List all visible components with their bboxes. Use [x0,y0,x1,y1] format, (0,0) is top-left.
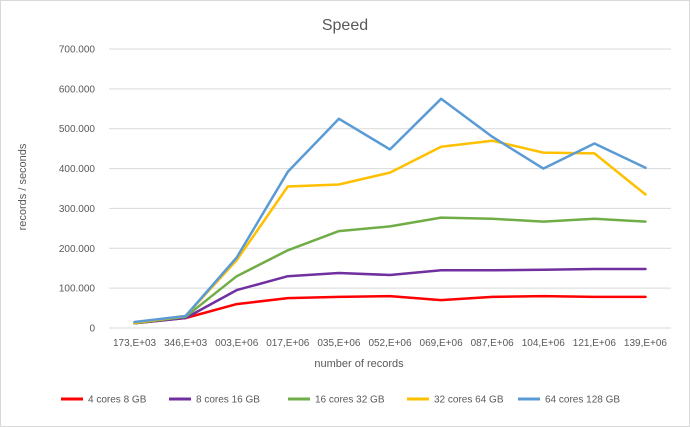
y-tick-label: 400.000 [59,164,96,175]
y-tick-label: 500.000 [59,124,96,135]
series-line-5 [133,97,647,324]
chart-title: Speed [322,17,368,34]
legend-label: 16 cores 32 GB [315,395,385,406]
y-tick-label: 600.000 [59,84,96,95]
x-tick-label: 003,E+06 [215,338,259,349]
series-line-3 [133,216,647,325]
x-tick-label: 121,E+06 [573,338,617,349]
x-tick-label: 139,E+06 [624,338,668,349]
x-tick-label: 052,E+06 [368,338,412,349]
x-tick-label: 087,E+06 [471,338,515,349]
x-tick-label: 173,E+03 [113,338,157,349]
gridlines [109,48,671,329]
y-tick-label: 300.000 [59,204,96,215]
legend-label: 32 cores 64 GB [434,395,504,406]
x-tick-label: 035,E+06 [317,338,361,349]
series-line-2 [133,267,647,325]
y-tick-label: 100.000 [59,284,96,295]
x-axis-label: number of records [314,358,404,370]
legend-label: 8 cores 16 GB [196,395,260,406]
series-lines [133,97,647,325]
y-axis-label: records / seconds [17,143,29,230]
x-tick-label: 017,E+06 [266,338,310,349]
y-tick-label: 0 [89,324,95,335]
x-tick-label: 069,E+06 [420,338,464,349]
x-axis-ticks: 173,E+03 346,E+03 003,E+06 017,E+06 035,E+06… [113,338,667,349]
y-tick-label: 200.000 [59,244,96,255]
x-tick-label: 346,E+03 [164,338,208,349]
legend: 4 cores 8 GB 8 cores 16 GB 16 cores 32 GB 3… [61,395,620,406]
y-axis-ticks: 0 100.000 200.000 300.000 400.000 500.000 600.… [59,45,96,335]
series-line-1 [133,294,647,325]
y-tick-label: 700.000 [59,45,96,56]
legend-label: 64 cores 128 GB [545,395,620,406]
legend-label: 4 cores 8 GB [88,395,147,406]
x-tick-label: 104,E+06 [522,338,566,349]
